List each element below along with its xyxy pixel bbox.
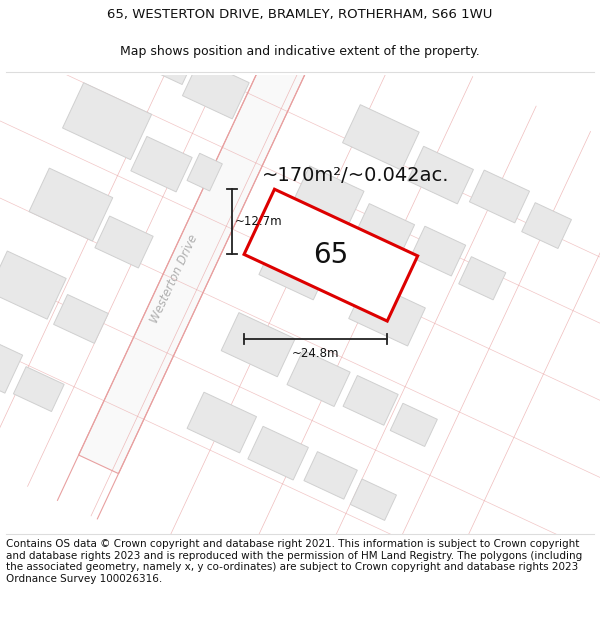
Text: Map shows position and indicative extent of the property.: Map shows position and indicative extent…: [120, 45, 480, 58]
Polygon shape: [343, 376, 398, 425]
Polygon shape: [95, 216, 153, 268]
Polygon shape: [407, 146, 473, 204]
Polygon shape: [421, 542, 527, 625]
Text: 65, WESTERTON DRIVE, BRAMLEY, ROTHERHAM, S66 1WU: 65, WESTERTON DRIVE, BRAMLEY, ROTHERHAM,…: [107, 8, 493, 21]
Polygon shape: [521, 202, 571, 249]
Polygon shape: [110, 1, 205, 84]
Polygon shape: [13, 367, 64, 411]
Polygon shape: [29, 168, 113, 241]
Polygon shape: [469, 170, 530, 223]
Polygon shape: [53, 294, 109, 343]
Polygon shape: [354, 204, 415, 258]
Polygon shape: [187, 392, 257, 453]
Polygon shape: [259, 238, 330, 300]
Polygon shape: [244, 189, 418, 321]
Polygon shape: [343, 104, 419, 170]
Polygon shape: [248, 426, 308, 480]
Polygon shape: [187, 153, 223, 191]
Polygon shape: [221, 312, 295, 377]
Text: 65: 65: [313, 241, 349, 269]
Polygon shape: [62, 82, 152, 159]
Polygon shape: [390, 403, 437, 446]
Polygon shape: [410, 226, 466, 276]
Polygon shape: [349, 281, 425, 346]
Polygon shape: [293, 166, 364, 228]
Text: ~24.8m: ~24.8m: [292, 347, 340, 360]
Polygon shape: [287, 350, 350, 406]
Polygon shape: [79, 39, 313, 474]
Text: Westerton Drive: Westerton Drive: [148, 232, 200, 326]
Polygon shape: [182, 59, 249, 119]
Polygon shape: [131, 136, 192, 192]
Polygon shape: [458, 257, 506, 300]
Polygon shape: [0, 251, 66, 319]
Text: ~170m²/~0.042ac.: ~170m²/~0.042ac.: [262, 166, 449, 185]
Text: ~12.7m: ~12.7m: [235, 215, 283, 228]
Polygon shape: [0, 330, 23, 393]
Polygon shape: [304, 452, 358, 499]
Polygon shape: [350, 479, 397, 521]
Text: Contains OS data © Crown copyright and database right 2021. This information is : Contains OS data © Crown copyright and d…: [6, 539, 582, 584]
